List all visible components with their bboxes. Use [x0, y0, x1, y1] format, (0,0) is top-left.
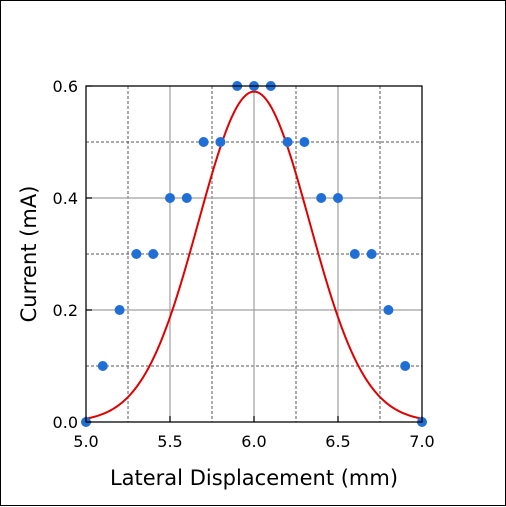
x-tick-label: 5.5 — [157, 432, 182, 451]
x-axis-label: Lateral Displacement (mm) — [110, 466, 398, 490]
y-tick-label: 0.4 — [53, 189, 78, 208]
x-tick-label: 6.0 — [241, 432, 266, 451]
data-point — [282, 137, 293, 147]
data-point — [97, 361, 108, 371]
data-point — [299, 137, 310, 147]
data-point — [148, 249, 159, 259]
y-tick-label: 0.6 — [53, 77, 78, 96]
data-point — [181, 193, 192, 203]
y-axis-label: Current (mA) — [17, 186, 41, 323]
x-tick-label: 5.0 — [73, 432, 98, 451]
tick-labels: 5.0 5.5 6.0 6.5 7.0 0.0 0.2 0.4 0.6 — [53, 77, 435, 451]
data-point — [165, 193, 175, 203]
data-point — [349, 249, 360, 259]
data-point — [215, 137, 226, 147]
fit-curve — [85, 90, 423, 420]
data-point — [400, 361, 411, 371]
data-point — [333, 193, 343, 203]
y-tick-label: 0.2 — [53, 301, 78, 320]
data-point — [383, 305, 394, 315]
data-point — [366, 249, 377, 259]
y-tick-label: 0.0 — [53, 413, 78, 432]
data-point — [198, 137, 209, 147]
data-point — [316, 193, 327, 203]
axis-ticks — [85, 85, 423, 423]
data-point — [131, 249, 142, 259]
x-tick-label: 7.0 — [409, 432, 434, 451]
data-point — [114, 305, 125, 315]
x-tick-label: 6.5 — [325, 432, 350, 451]
